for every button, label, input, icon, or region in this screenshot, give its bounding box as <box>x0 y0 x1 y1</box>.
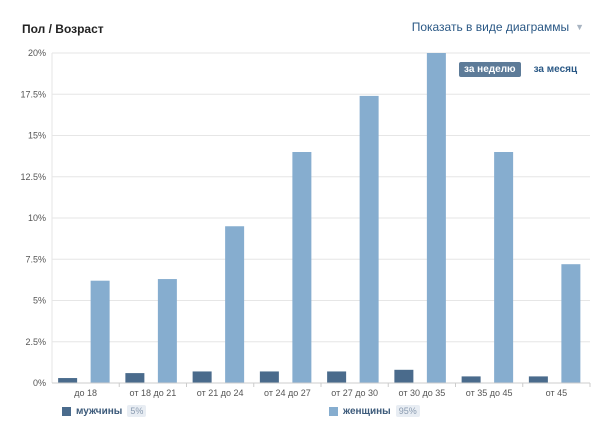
y-tick-label: 2.5% <box>25 337 46 347</box>
x-tick-label: от 45 <box>546 388 567 398</box>
chevron-down-icon: ▼ <box>575 22 584 32</box>
y-tick-label: 7.5% <box>25 254 46 264</box>
legend-pct-men: 5% <box>127 405 147 417</box>
y-tick-label: 5% <box>33 296 46 306</box>
bar-men[interactable] <box>125 373 145 383</box>
tab-week[interactable]: за неделю <box>459 62 521 77</box>
period-tabs: за неделю за месяц <box>459 62 582 77</box>
bar-men[interactable] <box>58 378 78 383</box>
chart-title: Пол / Возраст <box>22 22 104 36</box>
bar-men[interactable] <box>394 369 414 383</box>
legend-item-men[interactable]: мужчины 5% <box>62 405 147 417</box>
x-tick-label: от 21 до 24 <box>197 388 244 398</box>
bar-chart: 0% 2.5% 5% 7.5% 10% 12.5% 15% 17.5% 20% до 18 от … <box>20 48 591 398</box>
y-axis-ticks: 0% 2.5% 5% 7.5% 10% 12.5% 15% 17.5% 20% <box>20 48 46 388</box>
y-tick-label: 10% <box>28 213 46 223</box>
x-tick-label: от 27 до 30 <box>331 388 378 398</box>
x-tick-label: от 30 до 35 <box>399 388 446 398</box>
x-axis-ticks: до 18 от 18 до 21 от 21 до 24 от 24 до 27 от… <box>52 382 591 398</box>
legend: мужчины 5% женщины 95% <box>0 405 604 425</box>
show-as-diagram-label: Показать в виде диаграммы <box>411 20 570 34</box>
bar-men[interactable] <box>461 376 481 383</box>
bar-men[interactable] <box>327 371 347 383</box>
y-tick-label: 0% <box>33 378 46 388</box>
x-tick-label: от 24 до 27 <box>264 388 311 398</box>
legend-swatch-men <box>62 406 71 416</box>
bar-women[interactable] <box>225 226 245 383</box>
y-tick-label: 20% <box>28 48 46 58</box>
bar-men[interactable] <box>192 371 212 383</box>
bar-women[interactable] <box>292 152 312 383</box>
bar-men[interactable] <box>528 376 548 383</box>
x-tick-label: до 18 <box>74 388 97 398</box>
bar-women[interactable] <box>561 264 581 383</box>
bar-women[interactable] <box>157 279 177 383</box>
legend-label-men: мужчины <box>76 405 123 417</box>
y-tick-label: 12.5% <box>20 172 46 182</box>
x-tick-label: от 18 до 21 <box>130 388 177 398</box>
bar-women[interactable] <box>90 280 110 383</box>
bar-men[interactable] <box>259 371 279 383</box>
legend-swatch-women <box>329 406 338 416</box>
legend-label-women: женщины <box>343 405 391 417</box>
bar-women[interactable] <box>359 95 379 384</box>
bars <box>58 53 581 384</box>
legend-item-women[interactable]: женщины 95% <box>329 405 420 417</box>
bar-women[interactable] <box>426 53 446 383</box>
x-tick-label: от 35 до 45 <box>466 388 513 398</box>
y-tick-label: 17.5% <box>20 89 46 99</box>
tab-month[interactable]: за месяц <box>533 64 578 75</box>
legend-pct-women: 95% <box>395 405 420 417</box>
bar-women[interactable] <box>494 152 514 383</box>
y-tick-label: 15% <box>28 131 46 141</box>
show-as-diagram-link[interactable]: Показать в виде диаграммы ▼ <box>412 20 584 34</box>
